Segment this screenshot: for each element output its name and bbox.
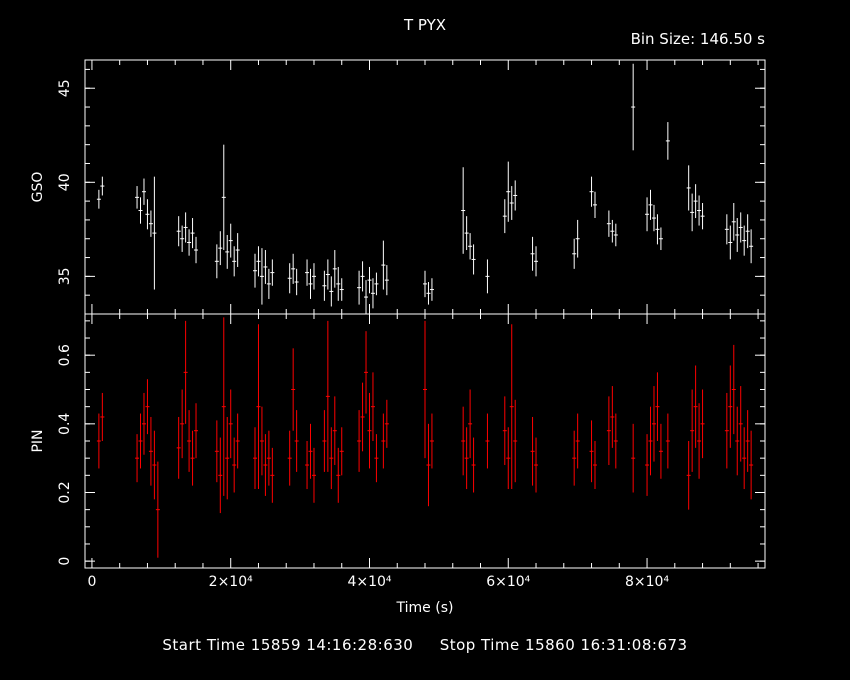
- bin-size-label: Bin Size: 146.50 s: [631, 30, 766, 48]
- chart-title: T PYX: [403, 16, 446, 34]
- start-time-label: Start Time 15859 14:16:28:630: [162, 636, 414, 654]
- xtick-label: 4×10⁴: [347, 574, 391, 590]
- pin-ytick-label: 0.2: [57, 481, 73, 503]
- xtick-label: 0: [87, 574, 96, 590]
- gso-ylabel: GSO: [30, 172, 46, 203]
- pin-ytick-label: 0.6: [57, 344, 73, 366]
- x-axis-label: Time (s): [396, 600, 454, 616]
- gso-panel: GSO 35 40 45: [30, 59, 766, 315]
- xtick-label: 8×10⁴: [625, 574, 669, 590]
- pin-ytick-label: 0: [57, 557, 73, 566]
- pin-panel: PIN 0 0.2 0.4 0.6 0 2×10⁴ 4×10⁴ 6×10⁴ 8×10⁴: [30, 313, 766, 590]
- gso-ytick-label: 45: [57, 79, 73, 97]
- xtick-label: 2×10⁴: [209, 574, 253, 590]
- pin-ylabel: PIN: [30, 429, 46, 452]
- xtick-label: 6×10⁴: [486, 574, 530, 590]
- stop-time-label: Stop Time 15860 16:31:08:673: [439, 636, 688, 654]
- gso-ytick-label: 40: [57, 173, 73, 191]
- time-range-footer: Start Time 15859 14:16:28:630 Stop Time …: [0, 636, 850, 654]
- pin-ytick-label: 0.4: [57, 413, 73, 435]
- gso-ytick-label: 35: [57, 267, 73, 285]
